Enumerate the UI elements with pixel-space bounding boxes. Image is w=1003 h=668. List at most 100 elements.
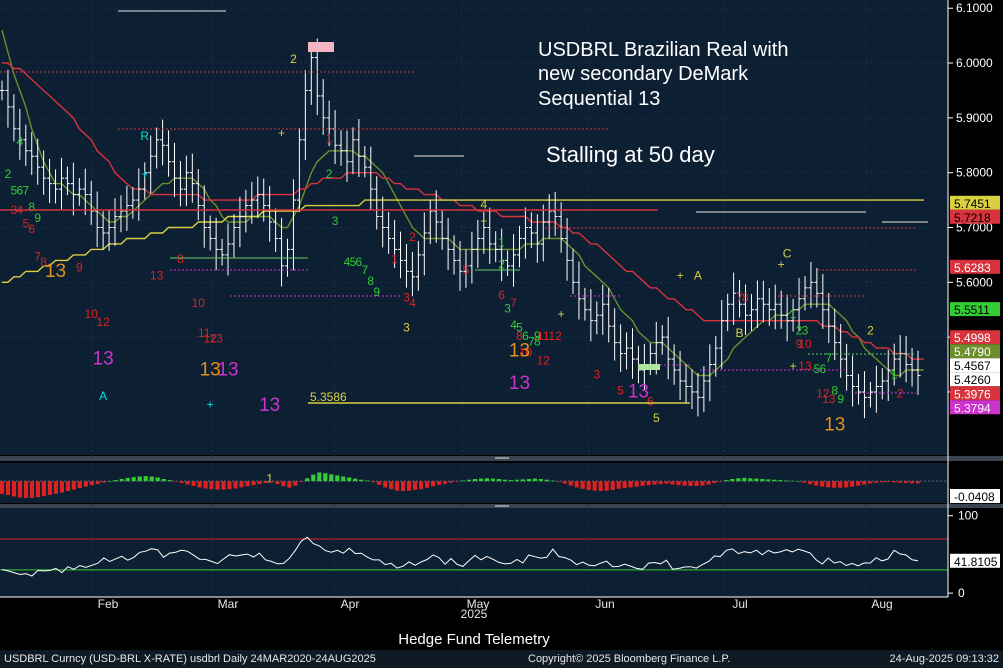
histogram-bar <box>149 476 154 482</box>
demark-count-label: 5 <box>617 384 624 398</box>
demark-count-label: 4 <box>409 296 416 310</box>
histogram-bar <box>778 480 783 482</box>
month-label: Aug <box>871 597 892 611</box>
demark-count-label: + <box>558 307 565 321</box>
separator-grip-icon[interactable] <box>495 505 509 507</box>
histogram-bar <box>317 472 322 482</box>
demark-count-label: B <box>736 326 744 340</box>
demark-count-labels: 2456789345678139101213AR+138101112131313… <box>5 52 904 485</box>
demark-count-label: 6 <box>28 222 35 236</box>
credit-label: Hedge Fund Telemetry <box>398 631 550 648</box>
histogram-bar <box>742 477 747 482</box>
histogram-bar <box>257 481 262 485</box>
histogram-bar <box>688 481 693 486</box>
price-level-tag-text: 5.3794 <box>954 401 991 415</box>
histogram-bar <box>53 481 58 494</box>
month-label: Jun <box>595 597 614 611</box>
demark-count-label: 6 <box>498 288 505 302</box>
demark-count-label: 5 <box>11 184 18 198</box>
histogram-bar <box>11 481 17 497</box>
price-level-tag: 5.3794 <box>950 400 1000 415</box>
demark-count-label: 8 <box>40 255 47 269</box>
demark-count-label: 4 <box>344 255 351 269</box>
histogram-bar <box>796 481 801 482</box>
price-level-tag-box <box>950 386 1000 401</box>
histogram-bar <box>143 476 148 482</box>
demark-count-label: 12 <box>816 386 830 400</box>
demark-count-label: A <box>694 269 702 283</box>
histogram-bar <box>622 481 627 489</box>
demark-count-label: + <box>141 167 148 181</box>
histogram-bar <box>353 478 358 482</box>
histogram-bar <box>395 481 400 491</box>
histogram-bar <box>29 481 34 498</box>
histogram-bar <box>856 481 861 486</box>
demark-count-label: R <box>140 129 149 143</box>
demark-count-label: 5 <box>350 255 357 269</box>
month-label: Feb <box>98 597 119 611</box>
histogram-bar <box>604 481 609 491</box>
rsi-series <box>1 536 919 577</box>
histogram-bar <box>628 481 633 488</box>
demark-count-label: 7 <box>825 351 832 365</box>
histogram-bar <box>191 481 196 486</box>
demark-count-label: 5 <box>516 321 523 335</box>
rsi-axis-label: 100 <box>958 509 978 523</box>
separator-grip-icon[interactable] <box>495 457 509 459</box>
histogram-bar <box>203 481 208 489</box>
histogram-bar <box>377 481 382 485</box>
demark-count-label: 4 <box>17 134 24 148</box>
histogram-bar <box>886 481 891 482</box>
chart-canvas: 2456789345678139101213AR+138101112131313… <box>0 0 1003 648</box>
demark-count-label: 13 <box>45 261 66 282</box>
histogram-bar <box>670 481 675 485</box>
histogram-bar <box>35 481 40 498</box>
histogram-bar <box>700 481 705 486</box>
demark-count-label: + <box>480 214 487 228</box>
histogram-bar <box>71 481 76 490</box>
histogram-bar <box>664 481 669 484</box>
demark-count-label: 8 <box>28 200 35 214</box>
demark-count-label: 8 <box>742 291 749 305</box>
histogram-bar <box>407 481 412 491</box>
price-axis-label: 5.8000 <box>956 166 993 180</box>
histogram-bar <box>347 477 352 482</box>
demark-count-label: 1 <box>790 307 797 321</box>
histogram-bar <box>640 481 645 486</box>
sell-marker-icon <box>308 42 334 52</box>
price-level-tag-text: 5.4998 <box>954 331 991 345</box>
histogram-bar <box>383 481 388 488</box>
moving-average-ma_short <box>1 30 924 377</box>
histogram-bar <box>580 481 585 489</box>
histogram-bar <box>442 481 448 484</box>
histogram-bar <box>323 473 328 482</box>
rsi-line <box>1 536 919 577</box>
support-level-label: 5.3586 <box>310 390 347 404</box>
demark-count-label: 11 <box>198 326 211 340</box>
histogram-bar <box>227 481 232 490</box>
histogram-bar <box>706 481 711 485</box>
histogram-bar <box>909 481 915 484</box>
demark-count-label: 4 <box>510 318 517 332</box>
demark-count-label: 2 <box>290 52 297 66</box>
demark-count-label: 10 <box>798 337 812 351</box>
histogram-bar <box>173 481 178 482</box>
histogram-bar <box>892 481 897 483</box>
histogram-bar <box>155 477 160 482</box>
price-level-tag-text: 5.3976 <box>954 387 991 401</box>
demark-count-label: 8 <box>516 329 523 343</box>
histogram-bar <box>790 480 795 482</box>
histogram-bar <box>113 480 118 482</box>
histogram-bar <box>682 481 687 486</box>
price-level-tag-text: 5.6283 <box>954 261 991 275</box>
demark-count-label: + <box>790 359 797 373</box>
rsi-level-tag: 41.8105 <box>950 553 1000 569</box>
histogram-bar <box>5 481 11 495</box>
demark-count-label: 9 <box>534 329 541 343</box>
histogram-bar <box>754 478 759 482</box>
histogram-bar <box>490 478 495 482</box>
price-level-tag-text: 5.4567 <box>954 359 991 373</box>
histogram-bar <box>897 481 903 483</box>
price-level-tag-box <box>950 330 1000 345</box>
histogram-bar <box>161 479 166 482</box>
